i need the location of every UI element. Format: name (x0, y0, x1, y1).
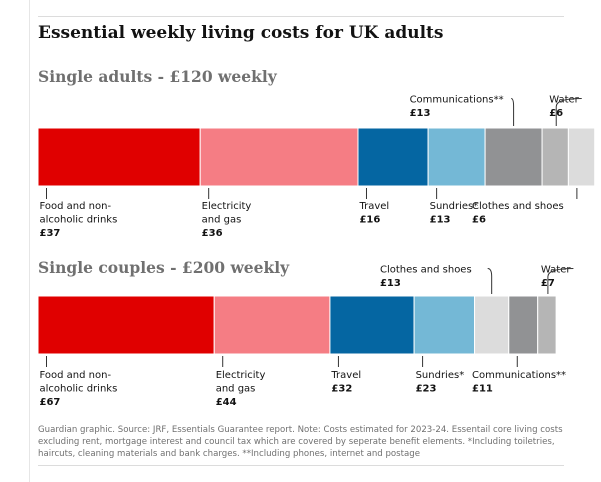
leader-line-1-6 (555, 98, 582, 126)
segment-label-1-4: Sundries* (430, 201, 479, 212)
left-divider (29, 0, 30, 482)
leader-line-2-7 (547, 268, 574, 294)
bar-segment-1-3 (357, 127, 429, 187)
bottom-divider (38, 465, 564, 466)
segment-label-2-3: Travel (330, 370, 361, 381)
bar-segment-2-7 (537, 295, 557, 355)
leader-line-1-5 (511, 98, 515, 126)
segment-label-2-1: alcoholic drinks (40, 384, 118, 395)
bar-segment-2-3 (329, 295, 415, 355)
segment-label-2-4: Sundries* (416, 370, 465, 381)
segment-value-2-1: £67 (40, 397, 61, 408)
segment-value-2-3: £32 (331, 384, 352, 395)
segment-value-1-7: £6 (472, 215, 486, 226)
segment-value-2-5: £13 (380, 278, 401, 289)
segment-value-1-5: £13 (410, 108, 431, 119)
bar-segment-1-6 (541, 127, 569, 187)
segment-label-1-2: and gas (202, 215, 242, 226)
bar-segment-1-5 (484, 127, 543, 187)
panel-title-1: Single adults - £120 weekly (38, 67, 278, 86)
bar-segment-2-2 (213, 295, 331, 355)
chart-footnote: Guardian graphic. Source: JRF, Essential… (38, 425, 563, 459)
segment-label-1-2: Electricity (202, 201, 252, 212)
bar-segment-2-4 (413, 295, 476, 355)
segment-label-1-3: Travel (358, 201, 389, 212)
segment-label-2-2: and gas (216, 384, 256, 395)
segment-value-1-2: £36 (202, 228, 223, 239)
top-divider (38, 16, 564, 17)
bar-segment-1-4 (427, 127, 486, 187)
segment-value-1-1: £37 (40, 228, 61, 239)
segment-value-1-3: £16 (359, 215, 380, 226)
segment-value-2-6: £11 (472, 384, 493, 395)
segment-value-1-4: £13 (430, 215, 451, 226)
segment-value-2-4: £23 (416, 384, 437, 395)
bar-segment-2-6 (508, 295, 539, 355)
leader-line-2-5 (487, 268, 493, 294)
segment-label-2-6: Communications** (472, 370, 566, 381)
segment-label-1-1: Food and non- (40, 201, 112, 212)
segment-label-2-1: Food and non- (40, 370, 112, 381)
bar-segment-1-2 (199, 127, 359, 187)
segment-label-2-2: Electricity (216, 370, 266, 381)
segment-label-1-1: alcoholic drinks (40, 215, 118, 226)
segment-label-1-7: Clothes and shoes (472, 201, 564, 212)
chart-headline: Essential weekly living costs for UK adu… (38, 23, 444, 43)
bar-segment-2-5 (474, 295, 510, 355)
bar-segment-1-7 (567, 127, 596, 187)
segment-label-2-5: Clothes and shoes (380, 265, 472, 276)
segment-label-1-5: Communications** (410, 95, 504, 106)
segment-value-2-2: £44 (216, 397, 237, 408)
panel-title-2: Single couples - £200 weekly (38, 258, 290, 277)
bar-segment-2-1 (37, 295, 215, 355)
bar-segment-1-1 (37, 127, 201, 187)
